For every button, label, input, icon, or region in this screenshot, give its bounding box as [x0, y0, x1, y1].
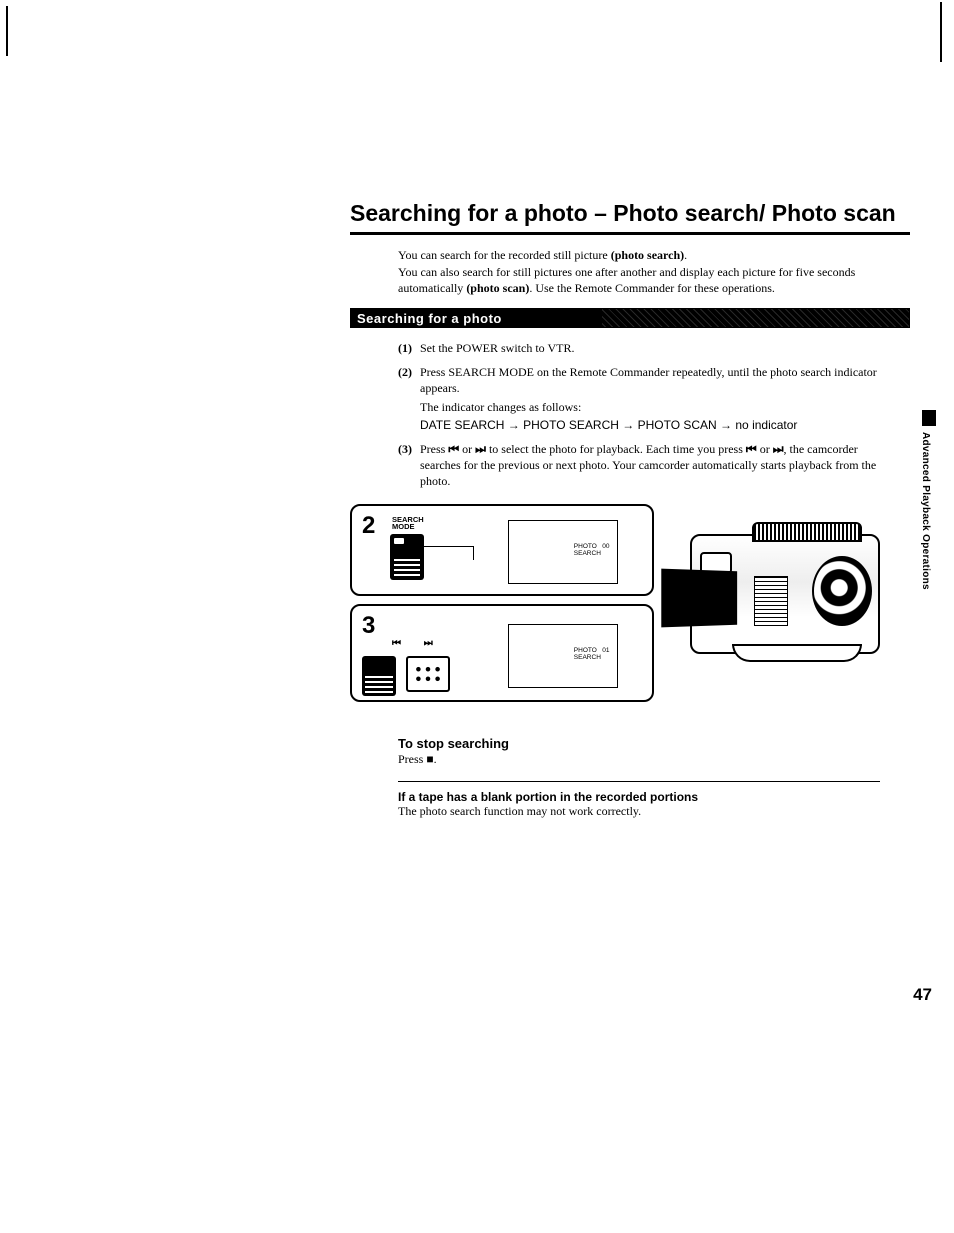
scan-edge-left	[6, 6, 16, 56]
lcd-screen-2: PHOTO 00 SEARCH	[508, 520, 618, 584]
stop-body-a: Press	[398, 752, 426, 766]
diagram-box-2: 2 SEARCH MODE PHOTO 00 SEARCH	[350, 504, 654, 596]
section-banner-text: Searching for a photo	[357, 311, 502, 326]
step-2-sub1: The indicator changes as follows:	[420, 399, 880, 415]
thin-rule	[398, 781, 880, 782]
prev-icon-2: ⏮	[746, 442, 757, 456]
intro-text-1: You can search for the recorded still pi…	[398, 248, 611, 262]
intro-bold-1: (photo search)	[611, 248, 684, 262]
step-3-textC: to select the photo for playback. Each t…	[486, 442, 746, 456]
camcorder-top	[752, 522, 862, 542]
camcorder-illustration	[660, 504, 910, 700]
side-tab-text: Advanced Playback Operations	[920, 432, 931, 590]
step-3-body: Press ⏮ or ⏭ to select the photo for pla…	[420, 441, 880, 490]
diagram-box-3-arrows: ⏮ ⏭	[392, 638, 443, 649]
stop-icon: ■	[426, 752, 433, 766]
section-banner: Searching for a photo	[350, 308, 910, 328]
camcorder-lcd	[662, 568, 738, 627]
scan-edge-right	[938, 2, 942, 62]
camcorder-body	[690, 534, 880, 654]
diagram-box-2-label: SEARCH MODE	[392, 516, 424, 531]
step-2-sub2: DATE SEARCH → PHOTO SEARCH → PHOTO SCAN …	[420, 417, 880, 433]
stop-section: To stop searching Press ■. If a tape has…	[398, 736, 880, 819]
side-tab-marker	[922, 410, 936, 426]
note-body: The photo search function may not work c…	[398, 804, 880, 819]
diagram-box-3-num: 3	[362, 612, 375, 640]
step-1-num: (1)	[398, 340, 420, 356]
step-2: (2) Press SEARCH MODE on the Remote Comm…	[398, 364, 880, 433]
remote-detail-icon	[406, 656, 450, 692]
step-3-textB2: or	[757, 442, 773, 456]
camcorder-lens	[812, 556, 872, 626]
diagram-box-2-num: 2	[362, 512, 375, 540]
camcorder-panel	[754, 576, 788, 626]
step-1: (1) Set the POWER switch to VTR.	[398, 340, 880, 356]
connector-line	[424, 546, 474, 560]
step-3: (3) Press ⏮ or ⏭ to select the photo for…	[398, 441, 880, 490]
remote-column: 2 SEARCH MODE PHOTO 00 SEARCH 3 ⏮ ⏭ PHOT…	[350, 504, 654, 710]
prev-icon: ⏮	[448, 442, 459, 456]
page-title: Searching for a photo – Photo search/ Ph…	[350, 200, 910, 226]
next-icon-2: ⏭	[773, 442, 784, 456]
step-2-num: (2)	[398, 364, 420, 433]
diagram-box-3: 3 ⏮ ⏭ PHOTO 01 SEARCH	[350, 604, 654, 702]
stop-title: To stop searching	[398, 736, 880, 751]
intro-text-2c: . Use the Remote Commander for these ope…	[529, 281, 775, 295]
remote-icon-3	[362, 656, 396, 696]
stop-body-b: .	[434, 752, 437, 766]
step-3-num: (3)	[398, 441, 420, 490]
stop-body: Press ■.	[398, 752, 880, 767]
next-icon: ⏭	[475, 442, 486, 456]
lcd-screen-3: PHOTO 01 SEARCH	[508, 624, 618, 688]
remote-icon	[390, 534, 424, 580]
step-3-textB: or	[459, 442, 475, 456]
page-number: 47	[913, 985, 932, 1005]
step-1-body: Set the POWER switch to VTR.	[420, 340, 880, 356]
step-2-text: Press SEARCH MODE on the Remote Commande…	[420, 365, 877, 395]
lcd-screen-2-text: PHOTO 00 SEARCH	[574, 543, 610, 557]
note-title: If a tape has a blank portion in the rec…	[398, 790, 880, 804]
intro-text-1c: .	[684, 248, 687, 262]
steps-list: (1) Set the POWER switch to VTR. (2) Pre…	[398, 340, 880, 490]
lcd-screen-3-text: PHOTO 01 SEARCH	[574, 647, 610, 661]
camcorder-grip	[732, 644, 862, 662]
diagram: 2 SEARCH MODE PHOTO 00 SEARCH 3 ⏮ ⏭ PHOT…	[350, 504, 910, 710]
banner-noise	[602, 309, 909, 327]
step-2-body: Press SEARCH MODE on the Remote Commande…	[420, 364, 880, 433]
title-rule	[350, 232, 910, 235]
side-tab: Advanced Playback Operations	[920, 410, 936, 580]
intro-bold-2: (photo scan)	[466, 281, 529, 295]
intro-paragraph: You can search for the recorded still pi…	[398, 247, 890, 296]
step-3-textA: Press	[420, 442, 448, 456]
page-content: Searching for a photo – Photo search/ Ph…	[350, 200, 910, 819]
